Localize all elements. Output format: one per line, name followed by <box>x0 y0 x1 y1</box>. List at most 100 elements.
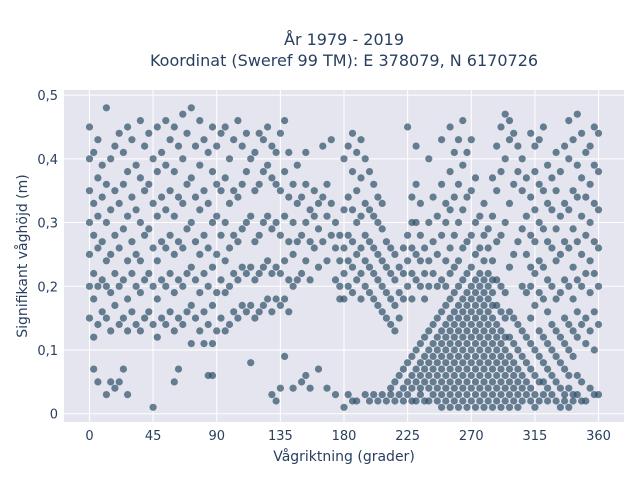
data-point-694 <box>505 365 514 373</box>
data-point-783 <box>544 161 552 169</box>
data-point-248 <box>268 225 276 233</box>
data-point-500 <box>442 301 450 309</box>
data-point-463 <box>429 378 437 386</box>
data-point-657 <box>493 384 501 392</box>
data-point-582 <box>467 295 475 303</box>
data-point-127 <box>174 276 183 284</box>
data-point-14 <box>94 378 102 386</box>
data-point-430 <box>412 276 420 284</box>
data-point-381 <box>378 199 386 207</box>
data-point-588 <box>471 403 480 411</box>
data-point-850 <box>578 250 586 258</box>
data-point-390 <box>387 295 395 303</box>
data-point-494 <box>442 384 450 392</box>
data-point-575 <box>467 384 475 392</box>
data-point-684 <box>501 346 509 354</box>
data-point-401 <box>395 314 403 322</box>
data-point-536 <box>454 352 463 360</box>
data-point-863 <box>586 289 594 297</box>
data-point-572 <box>463 193 471 201</box>
data-point-238 <box>259 168 267 176</box>
data-point-232 <box>255 231 263 239</box>
data-point-610 <box>476 295 484 303</box>
data-point-407 <box>399 295 407 303</box>
data-point-498 <box>442 333 450 341</box>
data-point-99 <box>153 212 161 220</box>
data-point-340 <box>353 397 361 405</box>
data-point-593 <box>471 340 480 348</box>
data-point-497 <box>442 346 450 354</box>
data-point-598 <box>471 276 480 284</box>
data-point-183 <box>213 142 221 150</box>
data-point-176 <box>208 168 217 176</box>
y-tick-label-1: 0,1 <box>37 344 58 359</box>
data-point-607 <box>476 333 484 341</box>
data-point-808 <box>556 168 565 176</box>
data-point-528 <box>450 263 458 271</box>
data-point-704 <box>510 371 518 380</box>
data-point-828 <box>569 397 577 405</box>
data-point-542 <box>454 257 463 265</box>
data-point-686 <box>501 314 509 322</box>
data-point-708 <box>510 250 518 258</box>
data-point-121 <box>170 250 178 258</box>
data-point-603 <box>476 384 484 392</box>
data-point-481 <box>438 403 446 411</box>
data-point-785 <box>548 371 556 380</box>
data-point-420 <box>408 352 416 360</box>
data-point-467 <box>429 320 437 329</box>
data-point-164 <box>200 136 208 144</box>
data-point-114 <box>166 269 174 278</box>
data-point-332 <box>344 142 352 150</box>
data-point-554 <box>459 295 467 303</box>
data-point-741 <box>527 314 535 322</box>
data-point-784 <box>548 391 556 399</box>
data-point-2 <box>85 250 94 258</box>
data-point-799 <box>552 187 560 195</box>
x-tick-label-3: 135 <box>268 429 293 444</box>
data-point-744 <box>527 231 535 239</box>
data-point-263 <box>281 352 289 360</box>
data-point-824 <box>565 244 573 252</box>
data-point-558 <box>459 161 467 169</box>
data-point-721 <box>518 384 526 392</box>
data-point-265 <box>281 257 289 265</box>
data-point-683 <box>501 359 509 367</box>
data-point-734 <box>522 250 531 258</box>
data-point-479 <box>433 250 441 258</box>
data-point-556 <box>459 244 467 252</box>
data-point-843 <box>573 193 581 201</box>
data-point-503 <box>442 218 450 227</box>
data-point-298 <box>310 187 318 195</box>
data-point-509 <box>446 352 454 360</box>
data-point-513 <box>446 295 454 303</box>
data-point-719 <box>514 142 522 150</box>
data-point-641 <box>484 225 492 233</box>
data-point-696 <box>505 333 514 341</box>
data-point-34 <box>107 327 115 335</box>
data-point-471 <box>433 397 441 405</box>
data-point-152 <box>191 142 200 150</box>
data-point-578 <box>467 346 475 354</box>
data-point-360 <box>365 263 374 271</box>
data-point-20 <box>94 136 102 144</box>
data-point-201 <box>230 269 238 278</box>
data-points <box>85 104 603 411</box>
data-point-574 <box>467 397 475 405</box>
data-point-276 <box>289 250 297 258</box>
data-point-139 <box>183 225 191 233</box>
data-point-142 <box>187 340 195 348</box>
data-point-399 <box>395 391 403 399</box>
data-point-699 <box>505 199 514 207</box>
data-point-54 <box>119 225 127 233</box>
data-point-743 <box>527 263 535 271</box>
data-point-101 <box>153 123 161 131</box>
data-point-474 <box>433 359 441 367</box>
data-point-314 <box>331 276 340 284</box>
data-point-707 <box>510 314 518 322</box>
data-point-289 <box>302 218 310 227</box>
data-point-41 <box>111 269 119 278</box>
data-point-639 <box>484 269 492 278</box>
data-point-215 <box>242 308 250 316</box>
data-point-659 <box>493 359 501 367</box>
